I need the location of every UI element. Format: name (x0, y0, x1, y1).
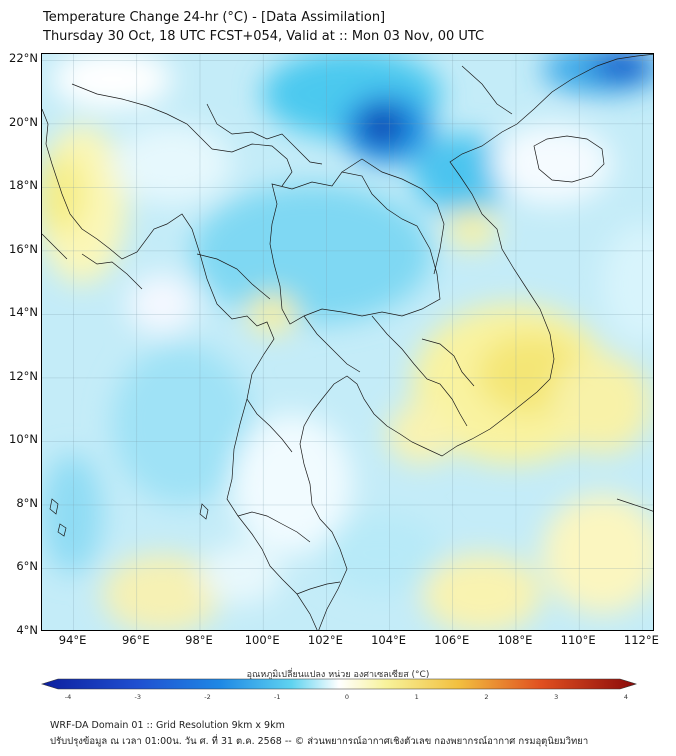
temperature-field (42, 54, 653, 630)
lon-label: 100°E (244, 633, 280, 647)
lat-label: 8°N (16, 495, 38, 510)
graticule (42, 54, 653, 630)
lat-label: 6°N (16, 559, 38, 574)
footer-credits: ปรับปรุงข้อมูล ณ เวลา 01:00น. วัน ศ. ที่… (50, 736, 589, 747)
colorbar-tick-label: 3 (554, 693, 559, 701)
lat-label: 18°N (9, 178, 38, 193)
lon-label: 110°E (560, 633, 596, 647)
lat-label: 16°N (9, 241, 38, 256)
lon-label: 96°E (121, 633, 150, 647)
lon-label: 112°E (623, 633, 659, 647)
colorbar-ramp (40, 678, 638, 690)
colorbar-label: อุณหภูมิเปลี่ยนแปลง หน่วย องศาเซลเซียส (… (246, 670, 430, 680)
lon-label: 104°E (371, 633, 407, 647)
coastlines-and-borders (42, 54, 653, 630)
lon-label: 102°E (307, 633, 343, 647)
colorbar-tick-label: -1 (274, 693, 281, 701)
map-canvas (42, 54, 653, 630)
lon-label: 94°E (58, 633, 87, 647)
colorbar-tick-label: 2 (484, 693, 489, 701)
lat-label: 10°N (9, 432, 38, 447)
lat-label: 4°N (16, 623, 38, 637)
chart-subtitle: Thursday 30 Oct, 18 UTC FCST+054, Valid … (43, 29, 485, 44)
colorbar-tick-label: 0 (344, 693, 350, 701)
colorbar (0, 678, 676, 708)
colorbar-tick-label: -3 (134, 693, 141, 701)
lat-label: 12°N (9, 368, 38, 383)
lat-label: 22°N (9, 51, 38, 66)
lon-label: 98°E (185, 633, 213, 647)
lon-label: 106°E (434, 633, 470, 647)
chart-title: Temperature Change 24-hr (°C) - [Data As… (43, 10, 386, 25)
colorbar-tick-label: -2 (204, 693, 211, 701)
lon-label: 108°E (497, 633, 533, 647)
colorbar-tick-label: 1 (414, 693, 419, 701)
lat-label: 20°N (9, 114, 38, 129)
map-panel (41, 53, 654, 631)
colorbar-canvas (40, 678, 638, 690)
colorbar-tick-label: -4 (64, 693, 72, 701)
footer-domain-info: WRF-DA Domain 01 :: Grid Resolution 9km … (50, 720, 285, 731)
colorbar-tick-label: 4 (623, 693, 629, 701)
lat-label: 14°N (9, 305, 38, 320)
